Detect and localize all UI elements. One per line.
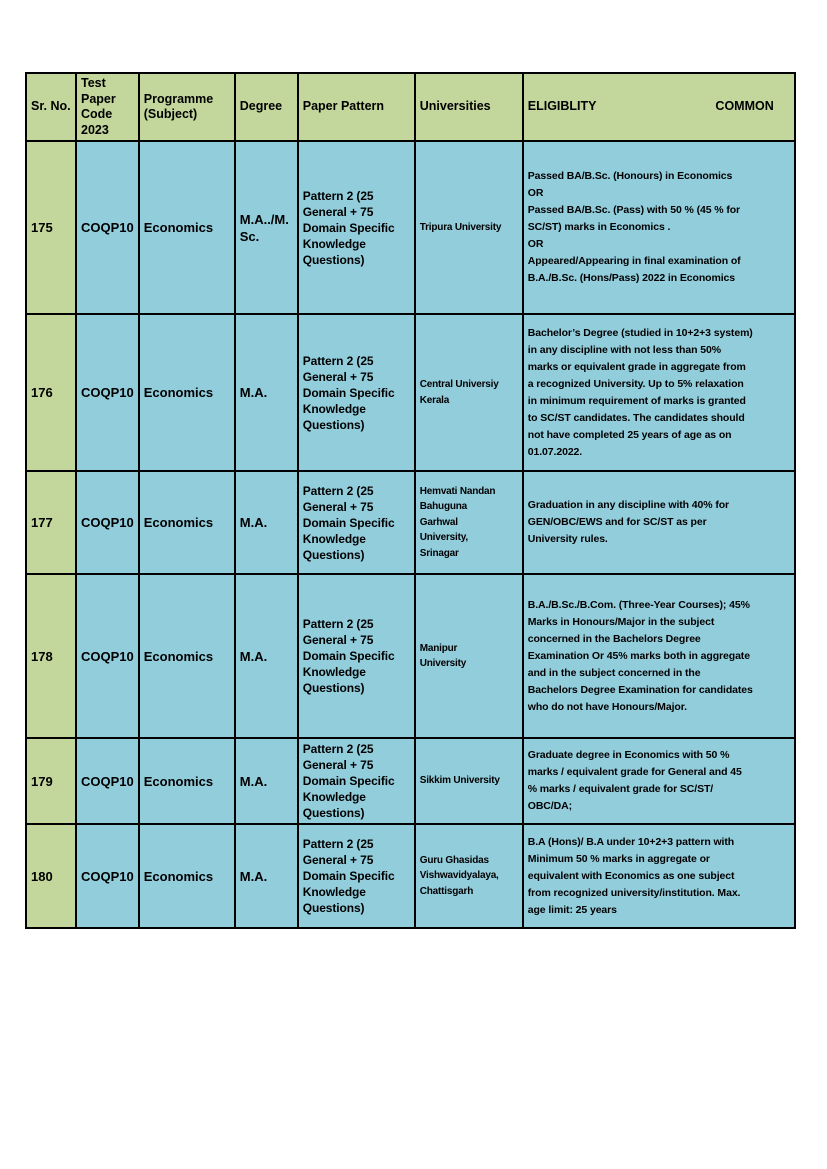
cell-paper-pattern: Pattern 2 (25 General + 75 Domain Specif… bbox=[296, 470, 416, 575]
header-sr-no: Sr. No. bbox=[25, 72, 77, 142]
header-programme: Programme (Subject) bbox=[137, 72, 236, 142]
cell-test-paper-code: COQP10 bbox=[75, 313, 140, 472]
cell-universities: Hemvati Nandan Bahuguna Garhwal Universi… bbox=[413, 470, 524, 575]
exam-eligibility-table: Sr. No. Test Paper Code 2023 Programme (… bbox=[25, 72, 796, 929]
cell-eligibility: Bachelor’s Degree (studied in 10+2+3 sys… bbox=[521, 313, 796, 472]
header-paper-pattern: Paper Pattern bbox=[296, 72, 416, 142]
eligibility-common-wrap: ELIGIBLITY COMMON bbox=[528, 99, 790, 115]
header-eligibility-label: ELIGIBLITY bbox=[527, 99, 597, 114]
table-row: 177 COQP10 Economics M.A. Pattern 2 (25 … bbox=[25, 470, 796, 575]
cell-paper-pattern: Pattern 2 (25 General + 75 Domain Specif… bbox=[296, 140, 416, 315]
cell-universities: Manipur University bbox=[413, 573, 524, 739]
header-common-label: COMMON bbox=[715, 99, 774, 114]
cell-test-paper-code: COQP10 bbox=[75, 823, 140, 929]
cell-programme: Economics bbox=[137, 823, 236, 929]
cell-sr-no: 178 bbox=[25, 573, 77, 739]
table-row: 180 COQP10 Economics M.A. Pattern 2 (25 … bbox=[25, 823, 796, 929]
cell-degree: M.A. bbox=[233, 737, 299, 825]
cell-sr-no: 176 bbox=[25, 313, 77, 472]
cell-eligibility: Passed BA/B.Sc. (Honours) in Economics O… bbox=[521, 140, 796, 315]
cell-degree: M.A. bbox=[233, 573, 299, 739]
table-row: 176 COQP10 Economics M.A. Pattern 2 (25 … bbox=[25, 313, 796, 472]
table-row: 178 COQP10 Economics M.A. Pattern 2 (25 … bbox=[25, 573, 796, 739]
cell-test-paper-code: COQP10 bbox=[75, 470, 140, 575]
cell-universities: Tripura University bbox=[413, 140, 524, 315]
cell-programme: Economics bbox=[137, 573, 236, 739]
cell-sr-no: 179 bbox=[25, 737, 77, 825]
header-degree: Degree bbox=[233, 72, 299, 142]
cell-eligibility: B.A (Hons)/ B.A under 10+2+3 pattern wit… bbox=[521, 823, 796, 929]
cell-degree: M.A. bbox=[233, 313, 299, 472]
cell-paper-pattern: Pattern 2 (25 General + 75 Domain Specif… bbox=[296, 737, 416, 825]
cell-degree: M.A. bbox=[233, 823, 299, 929]
table-row: 175 COQP10 Economics M.A../M. Sc. Patter… bbox=[25, 140, 796, 315]
cell-universities: Sikkim University bbox=[413, 737, 524, 825]
cell-universities: Guru Ghasidas Vishwavidyalaya, Chattisga… bbox=[413, 823, 524, 929]
header-eligibility-common: ELIGIBLITY COMMON bbox=[521, 72, 796, 142]
table-row: 179 COQP10 Economics M.A. Pattern 2 (25 … bbox=[25, 737, 796, 825]
cell-eligibility: Graduation in any discipline with 40% fo… bbox=[521, 470, 796, 575]
cell-eligibility: Graduate degree in Economics with 50 % m… bbox=[521, 737, 796, 825]
cell-test-paper-code: COQP10 bbox=[75, 140, 140, 315]
table-header-row: Sr. No. Test Paper Code 2023 Programme (… bbox=[25, 72, 796, 142]
cell-eligibility: B.A./B.Sc./B.Com. (Three-Year Courses); … bbox=[521, 573, 796, 739]
cell-programme: Economics bbox=[137, 470, 236, 575]
cell-paper-pattern: Pattern 2 (25 General + 75 Domain Specif… bbox=[296, 573, 416, 739]
cell-programme: Economics bbox=[137, 140, 236, 315]
cell-sr-no: 175 bbox=[25, 140, 77, 315]
cell-paper-pattern: Pattern 2 (25 General + 75 Domain Specif… bbox=[296, 823, 416, 929]
cell-paper-pattern: Pattern 2 (25 General + 75 Domain Specif… bbox=[296, 313, 416, 472]
cell-degree: M.A. bbox=[233, 470, 299, 575]
cell-programme: Economics bbox=[137, 313, 236, 472]
cell-test-paper-code: COQP10 bbox=[75, 573, 140, 739]
cell-programme: Economics bbox=[137, 737, 236, 825]
cell-degree: M.A../M. Sc. bbox=[233, 140, 299, 315]
cell-universities: Central Universiy Kerala bbox=[413, 313, 524, 472]
header-test-paper-code: Test Paper Code 2023 bbox=[75, 72, 140, 142]
cell-sr-no: 180 bbox=[25, 823, 77, 929]
cell-test-paper-code: COQP10 bbox=[75, 737, 140, 825]
cell-sr-no: 177 bbox=[25, 470, 77, 575]
header-universities: Universities bbox=[413, 72, 524, 142]
